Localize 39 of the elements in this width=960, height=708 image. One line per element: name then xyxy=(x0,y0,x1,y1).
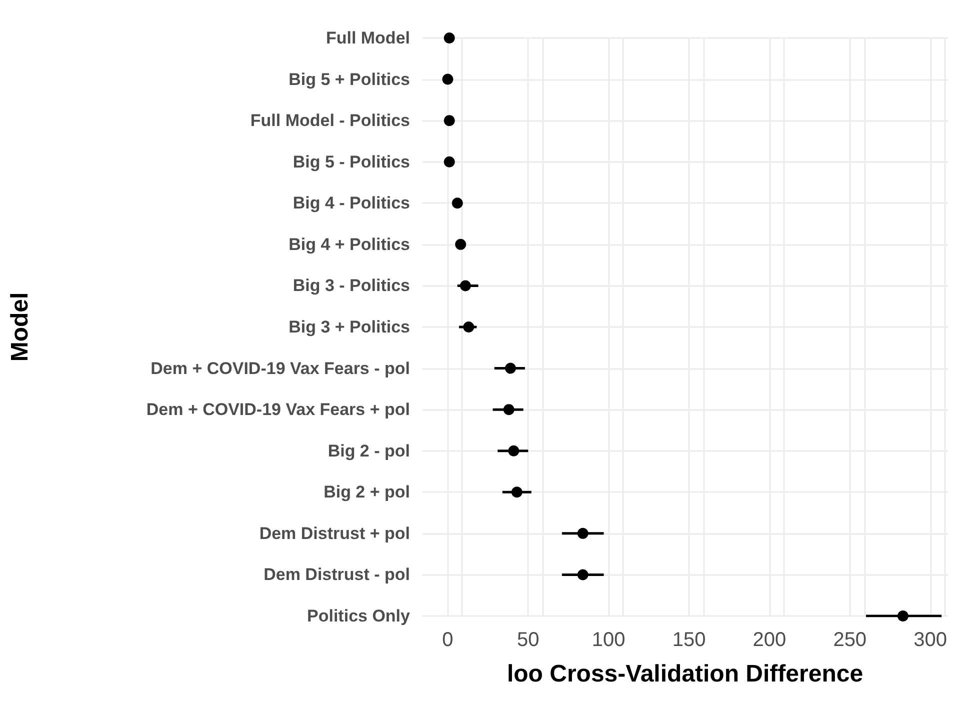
x-tick-label: 0 xyxy=(442,629,454,651)
y-tick-label: Big 5 + Politics xyxy=(288,70,410,89)
point xyxy=(442,74,454,85)
point xyxy=(504,362,516,374)
point xyxy=(897,610,908,622)
y-axis-title: Model xyxy=(6,292,34,362)
point xyxy=(444,156,455,168)
point xyxy=(444,115,455,126)
x-tick-label: 100 xyxy=(592,629,626,651)
y-tick-label: Dem + COVID-19 Vax Fears + pol xyxy=(146,400,410,420)
x-tick-label: 50 xyxy=(517,629,540,651)
point xyxy=(463,322,474,332)
y-tick-label: Politics Only xyxy=(307,606,411,626)
y-tick-label: Big 5 - Politics xyxy=(292,152,410,172)
x-tick-label: 150 xyxy=(672,629,706,651)
point xyxy=(577,528,588,539)
point xyxy=(452,198,463,209)
point xyxy=(577,569,588,580)
y-tick-label: Big 3 + Politics xyxy=(288,318,410,336)
point xyxy=(455,238,466,250)
x-tick-label: 250 xyxy=(833,629,867,651)
y-tick-label: Dem Distrust + pol xyxy=(259,524,410,543)
x-tick-label: 200 xyxy=(752,629,786,651)
y-tick-label: Big 4 - Politics xyxy=(292,194,410,213)
point xyxy=(508,445,520,456)
y-tick-label: Dem Distrust - pol xyxy=(264,565,410,584)
y-tick-label: Big 3 - Politics xyxy=(292,276,410,296)
point xyxy=(503,404,514,416)
point xyxy=(444,32,455,44)
point xyxy=(511,486,522,498)
y-tick-label: Full Model xyxy=(326,28,410,48)
y-tick-label: Full Model - Politics xyxy=(250,111,410,130)
point xyxy=(460,280,471,292)
y-tick-label: Big 4 + Politics xyxy=(288,234,410,254)
x-axis-title: loo Cross-Validation Difference xyxy=(506,660,864,688)
x-tick-label: 300 xyxy=(914,629,947,651)
y-tick-label: Dem + COVID-19 Vax Fears - pol xyxy=(150,358,410,378)
y-tick-label: Big 2 - pol xyxy=(328,441,410,460)
y-tick-label: Big 2 + pol xyxy=(324,482,410,502)
